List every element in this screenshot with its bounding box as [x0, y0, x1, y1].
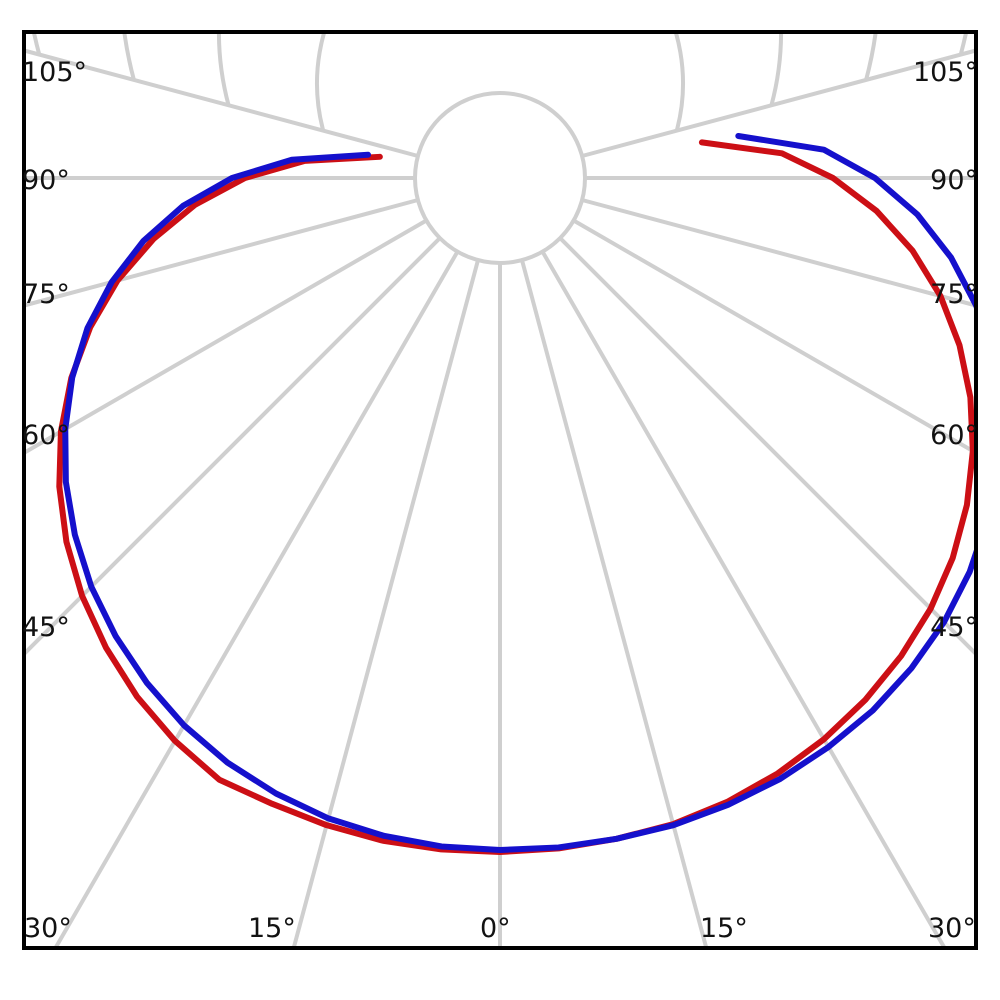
grid-ray	[26, 48, 419, 158]
grid-ray	[292, 259, 480, 946]
grid-ray	[540, 250, 946, 946]
axis-label-left-2: 75°	[22, 279, 70, 310]
grid-ring	[217, 34, 783, 106]
axis-label-left-0: 105°	[22, 57, 88, 88]
series-curve	[56, 139, 974, 855]
axis-label-right-0: 105°	[912, 57, 978, 88]
grid-ring	[32, 34, 968, 56]
axis-label-bottom-4: 30°	[928, 913, 976, 944]
grid-ray	[26, 218, 428, 454]
axis-label-right-1: 90°	[930, 165, 978, 196]
grid-ring	[0, 0, 1000, 29]
series-curves	[56, 132, 974, 855]
grid-inner-circle	[413, 91, 587, 265]
grid-ray	[520, 259, 708, 946]
series-curve	[62, 132, 974, 853]
grid-ray	[26, 198, 419, 308]
grid-ray	[572, 218, 974, 454]
axis-label-left-4: 45°	[22, 612, 70, 643]
axis-label-right-3: 60°	[930, 420, 978, 451]
grid-ray	[558, 236, 974, 655]
grid-ring	[0, 0, 1000, 4]
axis-label-right-2: 75°	[930, 279, 978, 310]
grid-ring	[315, 34, 685, 132]
grid-ray	[54, 250, 460, 946]
grid-ray	[581, 48, 974, 158]
grid-ray	[26, 236, 442, 655]
axis-label-right-4: 45°	[930, 612, 978, 643]
axis-label-left-3: 60°	[22, 420, 70, 451]
grid-ring	[122, 34, 878, 81]
axis-label-bottom-0: 30°	[24, 913, 72, 944]
axis-label-bottom-3: 15°	[700, 913, 748, 944]
grid-rings	[0, 0, 1000, 265]
axis-label-bottom-2: 0°	[480, 913, 511, 944]
grid-ray	[581, 198, 974, 308]
axis-label-bottom-1: 15°	[248, 913, 296, 944]
axis-label-left-1: 90°	[22, 165, 70, 196]
